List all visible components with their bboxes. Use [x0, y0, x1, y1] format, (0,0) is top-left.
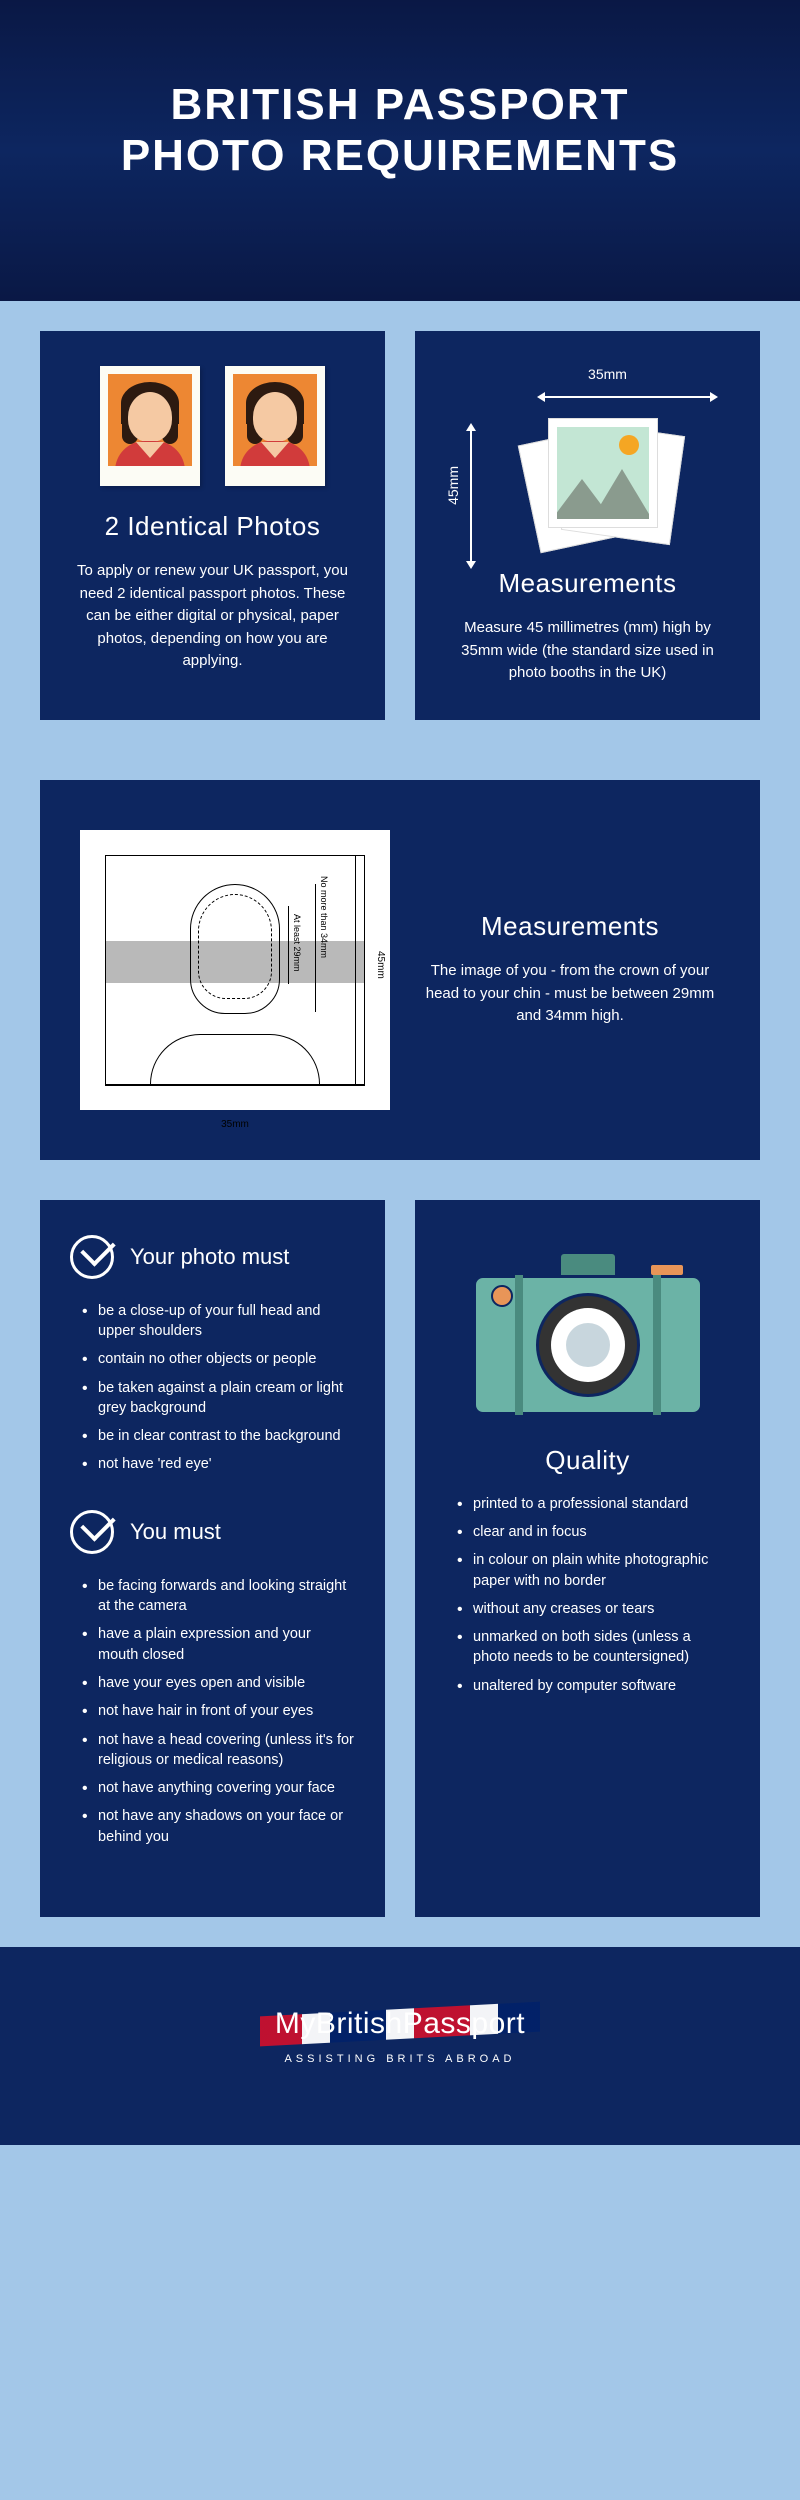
list-item: not have hair in front of your eyes	[78, 1701, 355, 1721]
list-item: contain no other objects or people	[78, 1349, 355, 1369]
card-quality: Quality printed to a professional standa…	[415, 1200, 760, 1917]
head-dimensions-diagram: 45mm No more than 34mm At least 29mm 35m…	[80, 830, 390, 1110]
passport-photo-icon	[100, 366, 200, 486]
card-heading: Quality	[445, 1445, 730, 1476]
checkmark-icon	[70, 1510, 114, 1554]
card-heading: Measurements	[420, 911, 720, 942]
height-dimension-label: 45mm	[445, 466, 461, 505]
card-requirements: Your photo must be a close-up of your fu…	[40, 1200, 385, 1917]
header: BRITISH PASSPORT PHOTO REQUIREMENTS	[0, 0, 800, 301]
list-item: not have 'red eye'	[78, 1454, 355, 1474]
list-item: be a close-up of your full head and uppe…	[78, 1301, 355, 1342]
checkmark-icon	[70, 1235, 114, 1279]
brand-tagline: ASSISTING BRITS ABROAD	[40, 2053, 760, 2065]
brand-logo: MyBritishPassport	[275, 2007, 525, 2041]
checklist-title: Your photo must	[130, 1244, 289, 1270]
list-item: clear and in focus	[453, 1522, 730, 1542]
list-item: have your eyes open and visible	[78, 1673, 355, 1693]
card-measurements-size: 35mm 45mm Measurement	[415, 331, 760, 720]
list-item: unmarked on both sides (unless a photo n…	[453, 1627, 730, 1668]
card-body: Measure 45 millimetres (mm) high by 35mm…	[445, 617, 730, 685]
infographic-page: BRITISH PASSPORT PHOTO REQUIREMENTS	[0, 0, 800, 2145]
checklist-heading: Your photo must	[70, 1235, 355, 1279]
card-body: To apply or renew your UK passport, you …	[70, 560, 355, 673]
row-3: Your photo must be a close-up of your fu…	[0, 1170, 800, 1947]
photo-stack-icon	[528, 413, 688, 553]
list-item: unaltered by computer software	[453, 1676, 730, 1696]
width-arrow-icon	[545, 396, 710, 398]
card-heading: Measurements	[445, 568, 730, 599]
card-identical-photos: 2 Identical Photos To apply or renew you…	[40, 331, 385, 720]
list-item: without any creases or tears	[453, 1599, 730, 1619]
dimension-label: 35mm	[221, 1119, 249, 1130]
photo-must-list: be a close-up of your full head and uppe…	[70, 1301, 355, 1475]
row-1: 2 Identical Photos To apply or renew you…	[0, 301, 800, 750]
dimension-label: No more than 34mm	[319, 876, 329, 958]
quality-list: printed to a professional standard clear …	[445, 1494, 730, 1696]
checklist-title: You must	[130, 1519, 221, 1545]
dimension-label: 45mm	[375, 951, 386, 979]
camera-icon	[473, 1245, 703, 1415]
passport-photo-icon	[225, 366, 325, 486]
passport-photos-illustration	[70, 366, 355, 486]
you-must-list: be facing forwards and looking straight …	[70, 1576, 355, 1847]
size-illustration: 45mm	[445, 386, 730, 553]
footer: MyBritishPassport ASSISTING BRITS ABROAD	[0, 1947, 800, 2145]
page-title: BRITISH PASSPORT PHOTO REQUIREMENTS	[40, 80, 760, 181]
dimension-label: At least 29mm	[292, 914, 302, 972]
card-measurements-head: 45mm No more than 34mm At least 29mm 35m…	[40, 780, 760, 1160]
card-body: The image of you - from the crown of you…	[420, 960, 720, 1028]
list-item: have a plain expression and your mouth c…	[78, 1624, 355, 1665]
list-item: be taken against a plain cream or light …	[78, 1378, 355, 1419]
list-item: not have anything covering your face	[78, 1778, 355, 1798]
width-dimension-label: 35mm	[485, 366, 730, 382]
card-heading: 2 Identical Photos	[70, 511, 355, 542]
list-item: be in clear contrast to the background	[78, 1426, 355, 1446]
brand-name: MyBritishPassport	[275, 2007, 525, 2041]
list-item: not have a head covering (unless it's fo…	[78, 1730, 355, 1771]
row-2: 45mm No more than 34mm At least 29mm 35m…	[0, 750, 800, 1170]
list-item: not have any shadows on your face or beh…	[78, 1806, 355, 1847]
checklist-heading: You must	[70, 1510, 355, 1554]
list-item: be facing forwards and looking straight …	[78, 1576, 355, 1617]
height-arrow-icon	[470, 431, 472, 561]
list-item: printed to a professional standard	[453, 1494, 730, 1514]
list-item: in colour on plain white photographic pa…	[453, 1550, 730, 1591]
